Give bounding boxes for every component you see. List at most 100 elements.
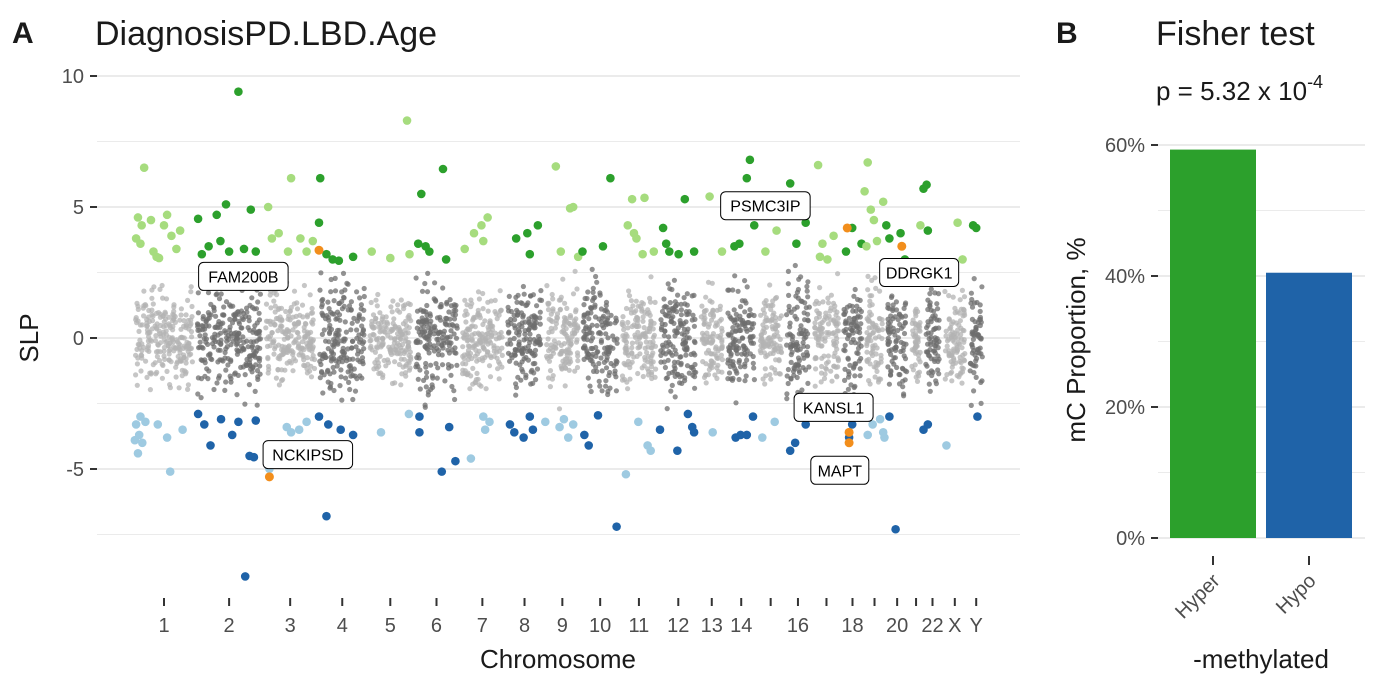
background-point: [594, 323, 600, 329]
hypermethylated-point: [234, 87, 243, 97]
background-point: [325, 367, 331, 373]
background-point: [353, 344, 359, 350]
hypermethylated-point: [460, 244, 470, 254]
background-point: [167, 340, 173, 346]
hypomethylated-point: [580, 430, 589, 440]
background-point: [867, 298, 873, 304]
background-point: [888, 313, 894, 319]
background-point: [451, 316, 458, 322]
background-point: [624, 379, 630, 385]
background-point: [448, 372, 454, 378]
background-point: [672, 299, 678, 305]
background-point: [452, 304, 458, 310]
background-point: [648, 274, 654, 280]
background-point: [345, 346, 351, 352]
background-point: [866, 356, 872, 362]
background-point: [825, 359, 831, 365]
background-point: [487, 329, 494, 335]
background-point: [702, 315, 708, 321]
background-point: [495, 345, 501, 351]
hypomethylated-point: [178, 425, 187, 435]
background-point: [154, 326, 160, 332]
background-point: [843, 326, 849, 332]
background-point: [185, 386, 191, 392]
background-point: [582, 345, 588, 351]
background-point: [835, 271, 841, 277]
background-point: [432, 297, 438, 303]
background-point: [368, 337, 374, 343]
background-point: [972, 352, 978, 358]
background-point: [702, 308, 708, 314]
background-point: [304, 355, 310, 361]
background-point: [394, 307, 400, 313]
background-point: [527, 348, 533, 354]
background-point: [494, 355, 500, 361]
background-point: [835, 355, 841, 361]
background-point: [185, 297, 191, 303]
hypermethylated-point: [661, 239, 671, 248]
background-point: [344, 280, 350, 286]
background-point: [684, 291, 690, 297]
background-point: [749, 334, 755, 340]
background-point: [648, 319, 654, 325]
hypomethylated-point: [568, 420, 578, 429]
background-point: [328, 348, 335, 354]
gene-label-box: [720, 191, 811, 221]
hypermethylated-point: [649, 247, 659, 256]
background-point: [842, 377, 848, 383]
background-point: [586, 316, 592, 322]
background-point: [216, 375, 222, 381]
background-point: [213, 313, 219, 319]
background-point: [584, 331, 590, 337]
background-point: [373, 315, 379, 322]
background-point: [629, 345, 635, 351]
background-point: [436, 348, 442, 354]
background-point: [173, 374, 179, 380]
background-point: [739, 335, 746, 341]
background-point: [643, 339, 649, 345]
hypermethylated-point: [860, 186, 869, 196]
background-point: [957, 358, 963, 364]
hypermethylated-point: [251, 247, 261, 256]
background-point: [665, 281, 671, 287]
background-point: [181, 318, 187, 324]
background-point: [322, 316, 329, 322]
background-point: [288, 360, 294, 366]
background-point: [246, 360, 253, 366]
background-point: [950, 337, 956, 343]
hypermethylated-point: [829, 231, 838, 241]
background-point: [136, 328, 142, 334]
background-point: [527, 336, 533, 342]
background-point: [255, 299, 261, 305]
background-point: [871, 364, 877, 370]
background-point: [642, 357, 648, 363]
background-point: [622, 337, 629, 343]
background-point: [742, 309, 748, 315]
background-point: [548, 325, 554, 331]
hypomethylated-point: [519, 433, 528, 442]
background-point: [932, 358, 938, 364]
background-point: [678, 301, 684, 307]
background-point: [685, 311, 691, 317]
background-point: [485, 349, 491, 355]
hypermethylated-point: [801, 218, 810, 228]
background-point: [166, 314, 172, 320]
background-point: [390, 298, 396, 304]
background-point: [331, 298, 337, 304]
background-point: [763, 354, 769, 360]
background-point: [679, 322, 685, 328]
gene-label-box: [793, 392, 874, 422]
background-point: [960, 306, 967, 312]
gene-label: NCKIPSD: [272, 448, 343, 465]
background-point: [831, 318, 837, 324]
background-point: [663, 375, 669, 382]
background-point: [717, 318, 723, 324]
background-point: [485, 299, 491, 305]
background-point: [885, 364, 891, 370]
background-point: [770, 350, 776, 356]
background-point: [885, 341, 891, 348]
background-point: [228, 379, 234, 385]
background-point: [802, 367, 809, 373]
background-point: [469, 338, 475, 344]
x-tick-label: 16: [787, 615, 809, 637]
